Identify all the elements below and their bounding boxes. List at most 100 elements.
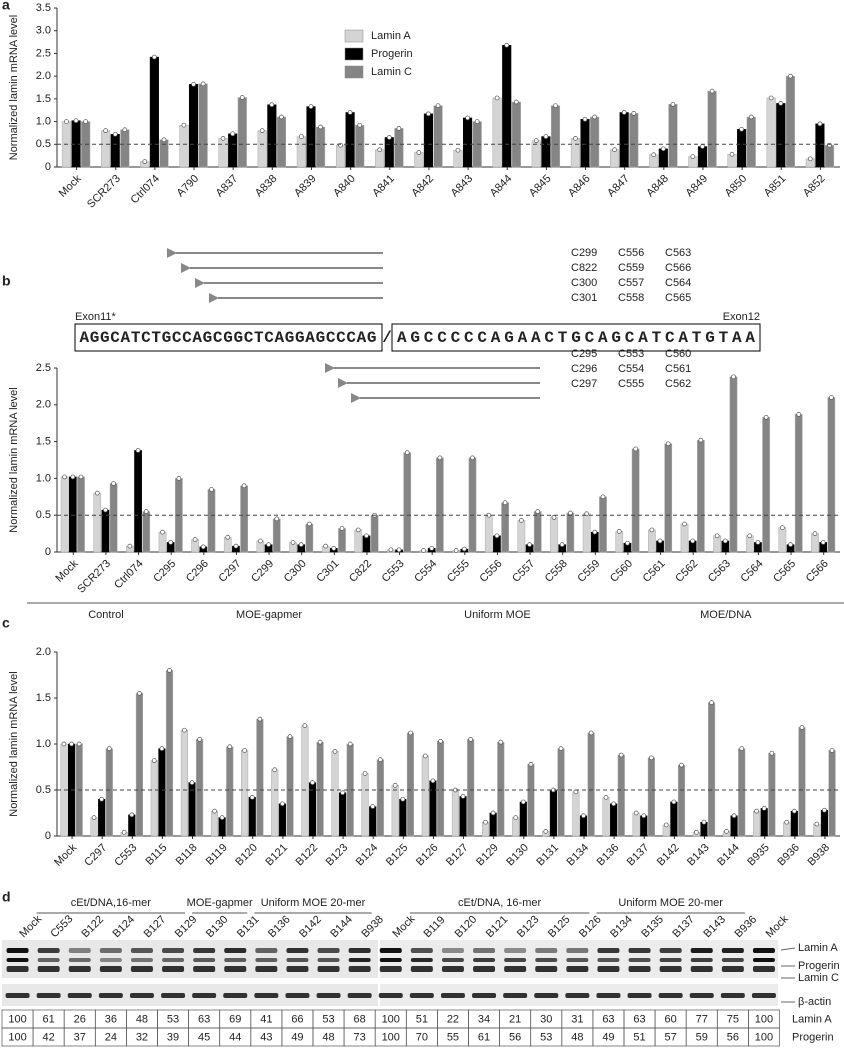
- x-tick-label: B118: [174, 842, 200, 868]
- x-tick-label: B125: [384, 842, 411, 869]
- data-dot: [812, 531, 818, 536]
- bar: [406, 732, 415, 837]
- data-dot: [227, 744, 233, 750]
- band-actin: [689, 993, 714, 998]
- data-dot: [682, 521, 687, 527]
- data-dot: [814, 821, 820, 827]
- data-dot: [649, 755, 654, 761]
- data-dot: [791, 808, 797, 814]
- lane-label: B121: [484, 914, 511, 941]
- bar: [109, 483, 118, 553]
- data-dot: [242, 748, 247, 753]
- data-dot: [167, 668, 172, 673]
- bar: [105, 748, 113, 837]
- lane-label: B125: [546, 914, 573, 941]
- bar: [820, 809, 829, 837]
- panel-label: c: [2, 615, 10, 631]
- x-tick-label: A852: [801, 173, 828, 200]
- x-tick-label: C558: [543, 558, 570, 585]
- oligo-label: C561: [665, 363, 691, 375]
- data-dot: [592, 114, 597, 120]
- y-tick-label: 0: [45, 161, 51, 173]
- data-dot: [266, 542, 271, 547]
- band-label: β-actin: [798, 996, 831, 1008]
- x-tick-label: C556: [478, 558, 505, 585]
- sequence-text: /: [382, 329, 392, 347]
- bar: [776, 103, 786, 168]
- x-tick-label: B120: [233, 842, 260, 869]
- table-value: 48: [571, 1031, 583, 1043]
- x-tick-label: B137: [625, 842, 652, 869]
- bar: [433, 105, 443, 168]
- oligo-label: C556: [618, 247, 644, 259]
- bar: [276, 116, 286, 168]
- lane-label: B936: [733, 914, 760, 941]
- bar: [77, 476, 85, 553]
- x-tick-label: A851: [762, 173, 789, 200]
- data-dot: [799, 725, 805, 730]
- data-dot: [280, 801, 285, 807]
- bar: [354, 529, 363, 553]
- data-dot: [416, 150, 422, 155]
- band-actin: [67, 993, 92, 998]
- bar: [101, 509, 110, 553]
- data-dot: [551, 515, 557, 520]
- data-dot: [755, 540, 761, 545]
- bar: [768, 752, 776, 837]
- lane-label: B129: [173, 914, 200, 941]
- lane-label: B123: [515, 914, 542, 941]
- band-progerin: [193, 958, 216, 962]
- table-value: 22: [447, 1013, 459, 1025]
- bar: [120, 129, 130, 168]
- data-dot: [724, 829, 729, 834]
- data-dot: [99, 796, 105, 802]
- band-lamin-a: [317, 948, 340, 953]
- band-lamin-a: [566, 948, 589, 953]
- bar: [580, 119, 590, 168]
- bar: [101, 130, 111, 168]
- band-lamin-a: [37, 948, 60, 953]
- bar: [158, 531, 167, 553]
- band-progerin: [721, 958, 744, 962]
- data-dot: [317, 739, 323, 745]
- bar: [60, 476, 69, 553]
- band-progerin: [659, 958, 682, 962]
- y-tick-label: 0.5: [36, 784, 51, 796]
- data-dot: [784, 819, 790, 825]
- x-tick-label: C295: [151, 558, 178, 585]
- data-dot: [625, 540, 630, 546]
- x-tick-label: A838: [253, 173, 280, 200]
- data-dot: [519, 518, 524, 523]
- group-header: MOE-gapmer: [187, 897, 253, 909]
- band-lamin-a: [286, 948, 309, 953]
- lane-label: B135: [639, 914, 666, 941]
- bar: [827, 397, 836, 553]
- table-value: 24: [105, 1031, 117, 1043]
- data-dot: [230, 131, 236, 137]
- bar: [527, 763, 535, 837]
- table-value: 60: [665, 1013, 677, 1025]
- data-dot: [181, 122, 187, 128]
- group-header: cEt/DNA,16-mer: [71, 897, 151, 909]
- data-dot: [778, 101, 784, 106]
- data-dot: [73, 118, 79, 124]
- data-dot: [103, 507, 108, 513]
- bar: [306, 106, 316, 168]
- table-value: 57: [665, 1031, 677, 1043]
- bar: [713, 535, 721, 553]
- table-value: 69: [229, 1013, 241, 1025]
- table-row-label: Progerin: [792, 1031, 834, 1043]
- bar: [572, 791, 580, 837]
- bar: [680, 523, 689, 553]
- band-lamin-c: [597, 966, 620, 972]
- bar: [550, 105, 561, 168]
- band-lamin-c: [473, 966, 496, 972]
- data-dot: [701, 819, 707, 825]
- panel-label: a: [2, 0, 10, 13]
- bar: [226, 746, 234, 837]
- lane-label: B119: [422, 914, 448, 940]
- data-dot: [618, 752, 624, 758]
- bar: [436, 457, 444, 553]
- band-lamin-a: [659, 948, 682, 953]
